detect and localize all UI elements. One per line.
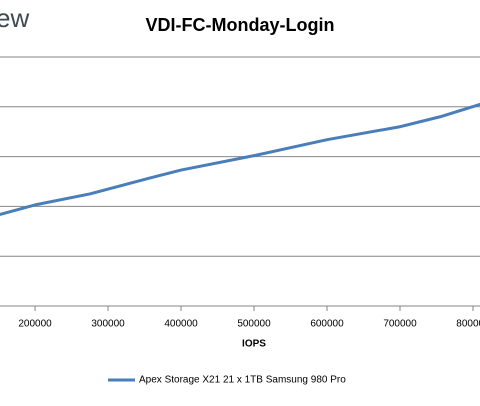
chart-title: VDI-FC-Monday-Login xyxy=(146,15,335,35)
x-axis-label: IOPS xyxy=(242,339,266,350)
x-tick-label: 200000 xyxy=(18,319,52,330)
x-tick-label: 300000 xyxy=(91,319,125,330)
logo: ew xyxy=(0,3,29,33)
x-tick-label: 400000 xyxy=(164,319,198,330)
x-tick-label: 600000 xyxy=(310,319,344,330)
x-tick-label: 700000 xyxy=(383,319,417,330)
legend-label: Apex Storage X21 21 x 1TB Samsung 980 Pr… xyxy=(139,375,346,386)
x-tick-label: 500000 xyxy=(237,319,271,330)
x-tick-label: 800000 xyxy=(456,319,480,330)
data-line xyxy=(0,102,480,217)
